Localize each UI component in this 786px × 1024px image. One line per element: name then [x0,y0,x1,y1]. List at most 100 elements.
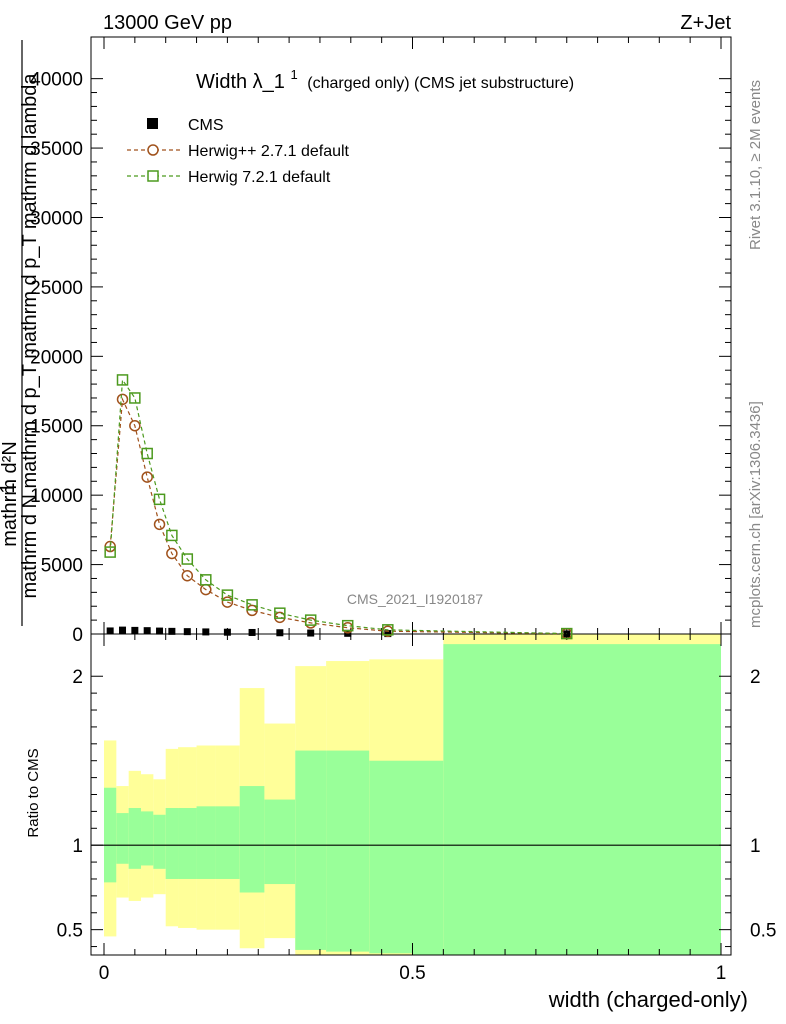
main-ytick-label-6: 30000 [30,208,83,229]
point-herwig-7-2-1-default-12 [341,619,354,632]
main-ytick-label-8: 40000 [30,70,83,91]
legend-herwigpp-marker [147,144,159,156]
point-herwig-2-7-1-default-5 [166,547,178,560]
series-line-herwig-2-7-1-default [109,397,567,635]
point-herwig-7-2-1-default-5 [166,529,178,542]
main-ytick-label-7: 35000 [30,139,83,160]
main-ytick-label-5: 25000 [30,278,83,299]
main-ytick-label-1: 5000 [41,556,83,577]
point-herwig-7-2-1-default-8 [221,589,234,601]
ratio-band-inner-1 [116,813,129,864]
point-herwig-7-2-1-default-3 [141,447,153,460]
ratio-ytick-label-left-1: 1 [72,836,83,857]
point-herwig-2-7-1-default-3 [141,471,153,483]
point-cms-11 [307,629,315,637]
ratio-band-inner-10 [264,799,296,885]
ratio-ytick-label-right-2: 2 [750,667,761,688]
main-plot-frame [90,36,732,635]
point-herwig-7-2-1-default-7 [200,574,212,586]
point-herwig-7-2-1-default-10 [274,607,286,619]
ratio-band-inner-13 [369,760,413,954]
ratio-band-inner-0 [104,787,117,883]
point-herwig-2-7-1-default-1 [116,393,129,406]
main-ytick-label-3: 15000 [30,417,83,438]
y-label-numerator: 1 [0,482,19,493]
legend-herwig7-marker [147,170,159,182]
legend-herwig7-label: Herwig 7.2.1 default [188,169,331,186]
ratio-band-inner-14 [412,760,444,955]
energy-label: 13000 GeV pp [103,12,232,34]
point-cms-3 [143,627,151,635]
analysis-watermark: CMS_2021_I1920187 [347,591,483,607]
point-cms-10 [276,629,284,637]
plot-title-rest: (charged only) (CMS jet substructure) [307,75,574,92]
ratio-band-inner-7 [196,806,216,879]
point-herwig-7-2-1-default-2 [129,392,141,404]
ratio-ytick-label-left-0: 0.5 [57,921,83,942]
x-axis-label: width (charged-only) [548,987,748,1012]
plot-title-main: Width λ_1 [196,71,285,93]
point-herwig-7-2-1-default-0 [104,546,116,558]
main-y-axis-label: mathrm d²N mathrm d N mathrm d p_T mathr… [0,73,41,599]
ratio-ytick-label-right-0: 0.5 [750,921,776,942]
ratio-ytick-label-right-1: 1 [750,836,761,857]
point-cms-4 [156,627,164,635]
ratio-band-inner-5 [165,808,179,879]
ratio-xtick-label-2: 1 [716,963,727,984]
main-ytick-label-4: 20000 [30,347,83,368]
point-cms-7 [202,628,210,636]
point-herwig-7-2-1-default-11 [304,614,317,626]
ratio-band-inner-9 [239,786,265,893]
point-herwig-2-7-1-default-4 [153,518,166,531]
ratio-band-inner-8 [215,806,240,879]
point-herwig-7-2-1-default-1 [116,374,129,386]
ratio-band-inner-12 [326,750,370,952]
rivet-watermark: Rivet 3.1.10, ≥ 2M events [747,80,764,250]
legend-cms-marker [147,118,158,129]
main-ytick-label-0: 0 [72,625,83,646]
legend: CMS Herwig++ 2.7.1 default Herwig 7.2.1 … [127,117,350,186]
ratio-xtick-label-0: 0 [99,963,110,984]
point-cms-8 [223,628,231,636]
plot-title: Width λ_1 1 (charged only) (CMS jet subs… [196,62,574,93]
plot-title-superscript: 1 [291,67,298,82]
ratio-band-inner-2 [128,808,142,869]
y-label-middle: mathrm d N mathrm d p_T mathrm d p_T mat… [19,73,41,599]
point-herwig-7-2-1-default-13 [382,624,394,636]
ratio-band-inner-6 [178,808,197,879]
y-label-top: mathrm d²N [0,441,21,547]
point-herwig-7-2-1-default-14 [561,627,573,640]
axis-ticks: 0 5000 10000 15000 20000 25000 30000 35000 40000… [30,37,776,984]
ratio-band-inner-15 [443,644,721,955]
point-cms-5 [168,627,176,635]
ratio-band-inner-3 [141,811,154,866]
ratio-band-inner-4 [153,814,166,869]
point-cms-14 [563,630,571,638]
point-cms-6 [183,628,191,636]
point-herwig-7-2-1-default-6 [181,553,194,565]
point-cms-13 [384,630,392,638]
series-line-herwig-7-2-1-default [109,378,567,635]
main-ytick-label-2: 10000 [30,486,83,507]
ratio-bands [91,634,731,955]
mcplots-watermark: mcplots.cern.ch [arXiv:1306.3436] [747,401,764,628]
point-herwig-7-2-1-default-9 [246,599,258,611]
legend-cms-label: CMS [188,117,224,134]
ratio-xtick-label-1: 0.5 [399,963,425,984]
ratio-ytick-label-left-2: 2 [72,667,83,688]
process-label: Z+Jet [680,12,731,34]
point-cms-2 [131,626,139,634]
point-cms-1 [119,626,127,634]
main-series [104,374,573,640]
point-herwig-2-7-1-default-6 [181,569,194,582]
point-herwig-2-7-1-default-8 [221,596,234,608]
legend-herwigpp-label: Herwig++ 2.7.1 default [188,143,350,160]
ratio-y-axis-label: Ratio to CMS [25,748,42,837]
point-cms-9 [248,628,256,636]
point-cms-0 [106,627,114,635]
point-herwig-7-2-1-default-4 [153,493,166,506]
point-herwig-2-7-1-default-7 [200,583,212,596]
ratio-band-inner-11 [295,750,327,950]
point-herwig-2-7-1-default-2 [129,419,141,432]
